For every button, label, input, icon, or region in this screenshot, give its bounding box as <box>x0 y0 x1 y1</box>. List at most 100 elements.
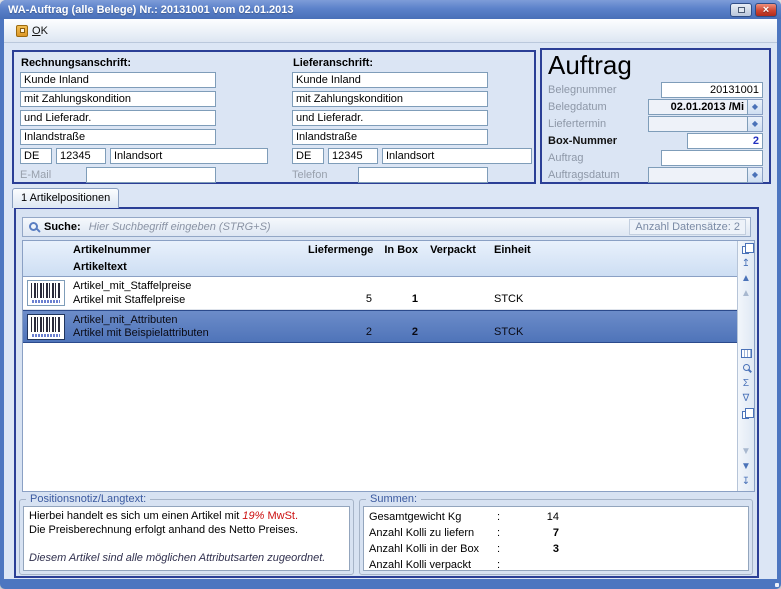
invoice-country-input[interactable] <box>20 148 52 164</box>
header-artikelnummer: Artikelnummer <box>73 244 151 256</box>
page-up-icon[interactable]: ▲ <box>741 288 751 299</box>
auftragsdatum-input[interactable] <box>648 167 748 183</box>
client-area: OK Rechnungsanschrift: E-Mail <box>4 19 777 579</box>
sum-colon: : <box>497 559 501 571</box>
maximize-button[interactable] <box>730 2 752 17</box>
delivery-zip-input[interactable] <box>328 148 378 164</box>
delivery-name-input[interactable] <box>292 72 488 88</box>
copy-icon[interactable] <box>740 242 754 255</box>
page-down-icon[interactable]: ▼ <box>741 446 751 457</box>
invoice-street-input[interactable] <box>20 129 216 145</box>
invoice-zip-input[interactable] <box>56 148 106 164</box>
row1-artikelnummer: Artikel_mit_Staffelpreise <box>73 280 192 292</box>
auftragsdatum-spinner[interactable]: ◆ <box>748 167 763 183</box>
row2-liefermenge: 2 <box>365 326 372 338</box>
invoice-address-section: Rechnungsanschrift: E-Mail <box>20 55 268 183</box>
invoice-line2-input[interactable] <box>20 91 216 107</box>
grid-row-1[interactable]: Artikel_mit_Staffelpreise Artikel mit St… <box>23 277 737 310</box>
header-in-box: In Box <box>384 244 418 256</box>
close-icon: × <box>762 3 770 16</box>
ok-icon <box>16 24 28 37</box>
delivery-line3-input[interactable] <box>292 110 488 126</box>
box-nummer-label: Box-Nummer <box>548 135 618 147</box>
sum-icon[interactable]: Σ <box>742 378 750 389</box>
delivery-phone-label: Telefon <box>292 169 328 181</box>
record-count-label: Anzahl Datensätze: <box>635 221 731 233</box>
delivery-phone-input[interactable] <box>358 167 488 183</box>
grid-row-2-selected[interactable]: Artikel_mit_Attributen Artikel mit Beisp… <box>23 310 737 343</box>
close-button[interactable]: × <box>755 2 777 17</box>
sum-value: 3 <box>552 543 559 555</box>
belegnummer-input[interactable] <box>661 82 763 98</box>
note-line-2: Die Preisberechnung erfolgt anhand des N… <box>29 524 299 536</box>
sum-row-gesamtgewicht: Gesamtgewicht Kg : 14 <box>369 509 743 525</box>
row1-image-cell <box>23 277 69 309</box>
auftrag-input[interactable] <box>661 150 763 166</box>
position-note-legend: Positionsnotiz/Langtext: <box>26 493 151 505</box>
grid-empty-area <box>23 343 737 491</box>
order-panel: Auftrag Belegnummer Belegdatum ◆ Liefert… <box>540 48 771 184</box>
delivery-address-title: Lieferanschrift: <box>293 57 374 69</box>
position-note-fieldset: Positionsnotiz/Langtext: Hierbei handelt… <box>19 493 354 575</box>
row2-article-cell: Artikel_mit_Attributen Artikel mit Beisp… <box>69 311 304 342</box>
row-up-icon[interactable]: ▲ <box>741 273 751 284</box>
address-panel: Rechnungsanschrift: E-Mail Lieferanschri… <box>12 50 536 184</box>
header-artikeltext: Artikeltext <box>73 261 127 273</box>
header-verpackt: Verpackt <box>430 244 476 256</box>
sums-legend: Summen: <box>366 493 422 505</box>
row2-in-box: 2 <box>411 326 418 338</box>
row1-article-cell: Artikel_mit_Staffelpreise Artikel mit St… <box>69 277 304 309</box>
grid-header-row[interactable]: Artikelnummer Artikeltext Liefermenge In… <box>23 241 737 277</box>
sum-colon: : <box>497 511 501 523</box>
liefertermin-input[interactable] <box>648 116 748 132</box>
search-label: Suche: <box>44 221 81 233</box>
grid-header-article: Artikelnummer Artikeltext <box>69 241 304 276</box>
invoice-name-input[interactable] <box>20 72 216 88</box>
belegnummer-label: Belegnummer <box>548 84 617 96</box>
header-einheit: Einheit <box>494 244 531 256</box>
filter-icon[interactable]: ∇ <box>742 393 750 404</box>
scroll-to-top-icon[interactable]: ↥ <box>741 258 751 269</box>
sum-row-kolli-liefern: Anzahl Kolli zu liefern : 7 <box>369 525 743 541</box>
row1-in-box: 1 <box>411 293 418 305</box>
columns-icon[interactable] <box>740 347 753 360</box>
row1-liefermenge: 5 <box>365 293 372 305</box>
search-records-icon[interactable] <box>740 362 753 375</box>
invoice-line3-input[interactable] <box>20 110 216 126</box>
position-note-text[interactable]: Hierbei handelt es sich um einen Artikel… <box>23 506 350 571</box>
sum-row-kolli-box: Anzahl Kolli in der Box : 3 <box>369 541 743 557</box>
cascade-windows-icon[interactable] <box>740 407 754 420</box>
row2-image-cell <box>23 311 69 342</box>
belegdatum-input[interactable] <box>648 99 748 115</box>
invoice-email-input[interactable] <box>86 167 216 183</box>
sum-colon: : <box>497 527 501 539</box>
row1-filler <box>554 277 737 309</box>
row2-artikelnummer: Artikel_mit_Attributen <box>73 314 178 326</box>
scroll-to-bottom-icon[interactable]: ↧ <box>741 476 751 487</box>
invoice-email-label: E-Mail <box>20 169 52 181</box>
delivery-country-input[interactable] <box>292 148 324 164</box>
title-bar: WA-Auftrag (alle Belege) Nr.: 20131001 v… <box>0 0 781 19</box>
row1-verpackt <box>422 303 484 309</box>
tab-artikelpositionen[interactable]: 1 Artikelpositionen <box>12 188 120 208</box>
delivery-city-input[interactable] <box>382 148 532 164</box>
belegdatum-spinner[interactable]: ◆ <box>748 99 763 115</box>
liefertermin-spinner[interactable]: ◆ <box>748 116 763 132</box>
liefertermin-label: Liefertermin <box>548 118 607 130</box>
delivery-line2-input[interactable] <box>292 91 488 107</box>
ok-button[interactable]: OK <box>10 23 54 39</box>
sum-value <box>507 557 559 570</box>
search-input[interactable] <box>86 220 630 234</box>
box-nummer-input[interactable] <box>687 133 763 149</box>
delivery-street-input[interactable] <box>292 129 488 145</box>
row2-filler <box>554 311 737 342</box>
grid-side-toolbar: ↥ ▲ ▲ Σ ∇ ▼ ▼ ↧ <box>737 241 754 491</box>
sum-value: 14 <box>546 511 559 523</box>
maximize-icon <box>737 6 745 13</box>
search-icon <box>29 221 38 231</box>
resize-grip[interactable] <box>775 583 779 587</box>
row2-artikeltext: Artikel mit Beispielattributen <box>73 327 209 339</box>
invoice-city-input[interactable] <box>110 148 268 164</box>
record-count: Anzahl Datensätze: 2 <box>629 219 746 235</box>
row-down-icon[interactable]: ▼ <box>741 461 751 472</box>
